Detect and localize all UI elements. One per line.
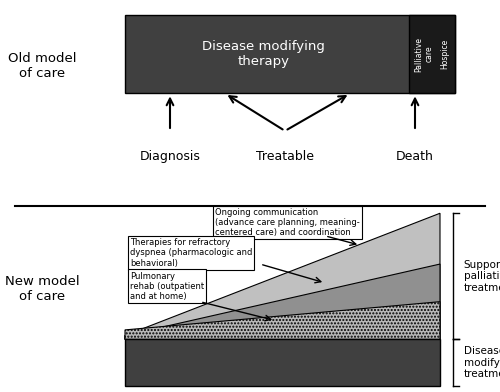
Text: Therapies for refractory
dyspnea (pharmacologic and
behavioral): Therapies for refractory dyspnea (pharma… bbox=[130, 238, 252, 267]
Bar bbox=[125, 339, 440, 387]
Polygon shape bbox=[125, 213, 440, 339]
Text: Pulmonary
rehab (outpatient
and at home): Pulmonary rehab (outpatient and at home) bbox=[130, 272, 204, 301]
Polygon shape bbox=[125, 302, 440, 339]
Text: Disease
modifying
treatment: Disease modifying treatment bbox=[464, 346, 500, 379]
Text: Old model
of care: Old model of care bbox=[8, 53, 77, 80]
Text: Diagnosis: Diagnosis bbox=[140, 150, 200, 163]
Text: Palliative
care: Palliative care bbox=[414, 36, 434, 71]
Text: Disease modifying
therapy: Disease modifying therapy bbox=[202, 40, 325, 68]
Polygon shape bbox=[125, 264, 440, 339]
Text: Death: Death bbox=[396, 150, 434, 163]
Bar bbox=[125, 15, 455, 94]
Text: New model
of care: New model of care bbox=[5, 274, 80, 303]
Text: Supportive
palliative
treatment: Supportive palliative treatment bbox=[464, 260, 500, 293]
Bar bbox=[409, 15, 455, 94]
Text: Hospice: Hospice bbox=[440, 39, 450, 69]
Text: Treatable: Treatable bbox=[256, 150, 314, 163]
Text: Ongoing communication
(advance care planning, meaning-
centered care) and coordi: Ongoing communication (advance care plan… bbox=[215, 208, 360, 238]
